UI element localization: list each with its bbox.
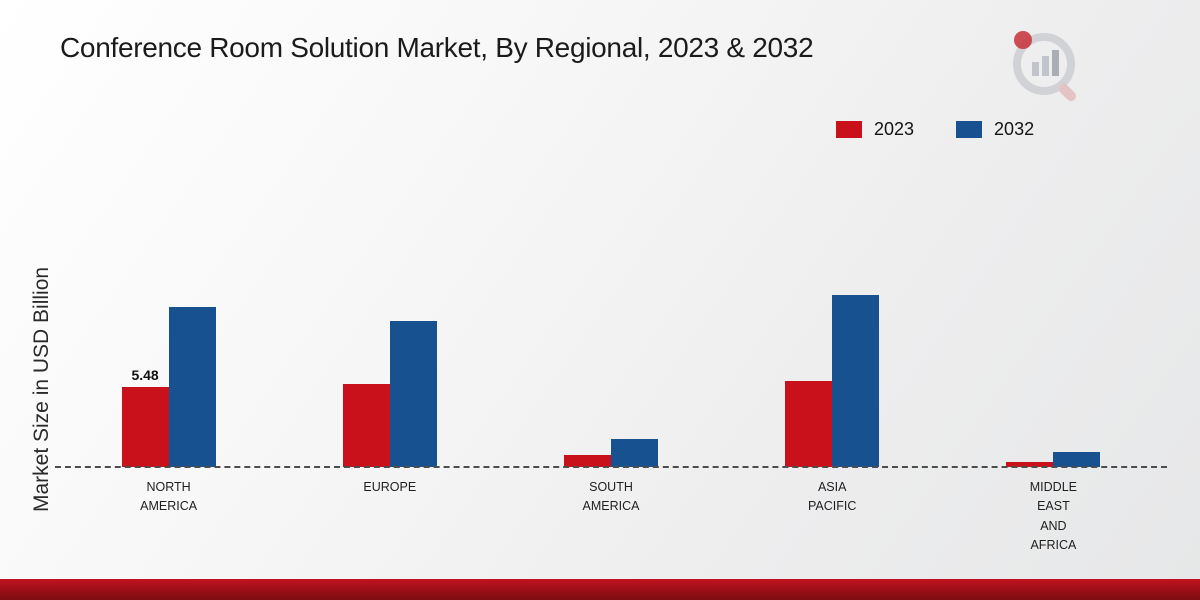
category-label-middle-east-and-africa: MIDDLE EAST AND AFRICA xyxy=(1029,480,1077,553)
bar-pair-europe xyxy=(342,321,437,467)
chart-title: Conference Room Solution Market, By Regi… xyxy=(60,32,814,63)
footer-bar xyxy=(0,579,1200,600)
bar-group-europe: EUROPE xyxy=(279,158,500,494)
legend-swatch-2032 xyxy=(956,121,983,138)
category-label-europe: EUROPE xyxy=(363,480,417,494)
bar-group-south-america: SOUTH AMERICA xyxy=(500,158,721,513)
bar-2023-europe xyxy=(342,383,390,467)
bar-group-middle-east-and-africa: MIDDLE EAST AND AFRICA xyxy=(943,158,1164,552)
bar-2032-north-america xyxy=(168,306,216,467)
bar-group-north-america: 5.48 NORTH AMERICA xyxy=(58,158,279,513)
legend-label-2032: 2032 xyxy=(994,119,1035,139)
bar-pair-north-america: 5.48 xyxy=(121,306,216,467)
bar-pair-south-america xyxy=(563,439,658,467)
brand-logo xyxy=(1006,26,1088,113)
bar-group-asia-pacific: ASIA PACIFIC xyxy=(722,158,943,513)
bar-2023-middle-east-and-africa xyxy=(1006,461,1054,467)
brand-logo-graphic xyxy=(1013,31,1077,102)
bar-2023-north-america: 5.48 xyxy=(121,367,169,467)
bar-pair-asia-pacific xyxy=(785,295,880,467)
bar-2032-south-america xyxy=(610,439,658,467)
x-axis-line xyxy=(55,466,1167,468)
plot-area: 5.48 NORTH AMERICA EUROPE SOUTH AMERICA ASIA… xyxy=(58,158,1164,552)
legend: 2023 2032 xyxy=(836,119,1034,140)
category-label-north-america: NORTH AMERICA xyxy=(140,480,198,514)
bar-value-label: 5.48 xyxy=(131,367,159,384)
legend-swatch-2023 xyxy=(836,121,862,138)
y-axis-label: Market Size in USD Billion xyxy=(30,266,53,512)
bar-pair-middle-east-and-africa xyxy=(1006,452,1101,467)
legend-item-2032: 2032 xyxy=(956,119,1034,140)
legend-item-2023: 2023 xyxy=(836,119,914,140)
bar-2032-middle-east-and-africa xyxy=(1053,452,1101,467)
bar-2032-europe xyxy=(389,321,437,467)
bar-2023-asia-pacific xyxy=(785,381,833,467)
legend-label-2023: 2023 xyxy=(874,119,915,139)
category-label-south-america: SOUTH AMERICA xyxy=(582,480,640,514)
bar-2032-asia-pacific xyxy=(832,295,880,467)
bar-2023-south-america xyxy=(563,455,611,467)
category-label-asia-pacific: ASIA PACIFIC xyxy=(807,480,857,514)
